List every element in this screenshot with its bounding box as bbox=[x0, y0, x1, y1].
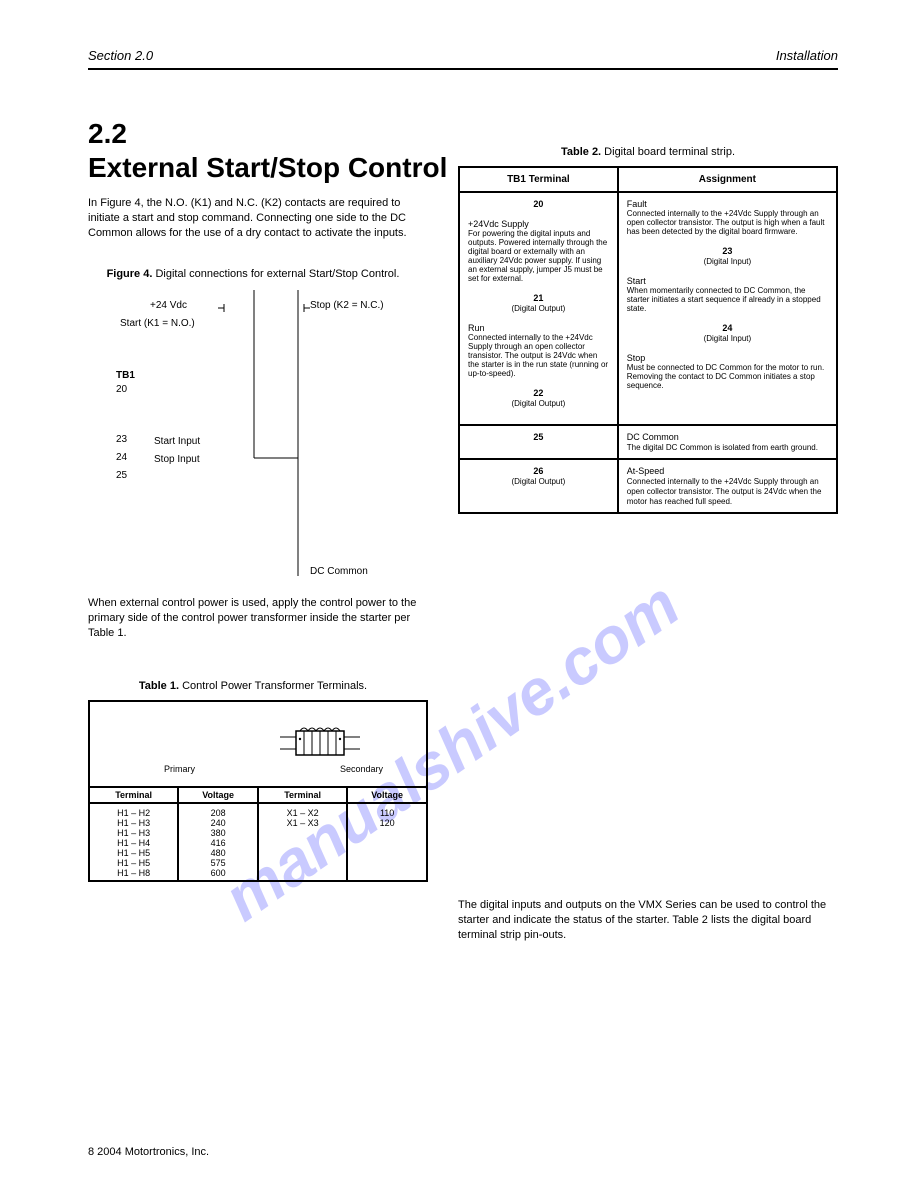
table1-caption: Table 1. Control Power Transformer Termi… bbox=[88, 680, 418, 692]
figure4-diagram bbox=[218, 290, 338, 590]
fig4-label-stop-top: Stop (K2 = N.C.) bbox=[310, 300, 384, 311]
header-right: Installation bbox=[776, 48, 838, 63]
figure4-caption: Figure 4. Digital connections for extern… bbox=[88, 268, 418, 280]
section-title: External Start/Stop Control bbox=[88, 152, 447, 184]
fig4-label-stop-in: Stop Input bbox=[154, 454, 200, 465]
table-row: 26(Digital Output) At-SpeedConnected int… bbox=[459, 459, 837, 513]
fig4-label-start-in: Start Input bbox=[154, 436, 200, 447]
fig4-label-start-top: Start (K1 = N.O.) bbox=[120, 318, 195, 329]
fig4-label-dc-common: DC Common bbox=[310, 566, 368, 577]
page-root: manualshive.com Section 2.0 Installation… bbox=[0, 0, 918, 1188]
table1: Terminal Voltage Terminal Voltage H1 – H… bbox=[88, 700, 428, 882]
table2: TB1 Terminal Assignment 20 +24Vdc Supply… bbox=[458, 166, 838, 514]
fig4-label-23: 23 bbox=[116, 434, 127, 445]
intro-paragraph: In Figure 4, the N.O. (K1) and N.C. (K2)… bbox=[88, 196, 418, 241]
fig4-label-tb1: TB1 bbox=[116, 370, 135, 381]
fig4-label-20: 20 bbox=[116, 384, 127, 395]
footer: 8 2004 Motortronics, Inc. bbox=[88, 1146, 209, 1158]
table-row: H1 – H2 H1 – H3 H1 – H3 H1 – H4 H1 – H5 … bbox=[89, 803, 427, 881]
after-fig4-paragraph: When external control power is used, app… bbox=[88, 596, 418, 641]
fig4-label-24: 24 bbox=[116, 452, 127, 463]
section-number: 2.2 bbox=[88, 118, 127, 150]
header-rule bbox=[88, 68, 838, 70]
fig4-label-25: 25 bbox=[116, 470, 127, 481]
table-row: 25 DC CommonThe digital DC Common is iso… bbox=[459, 425, 837, 459]
after-table2-paragraph: The digital inputs and outputs on the VM… bbox=[458, 898, 838, 943]
fig4-label-24vdc: +24 Vdc bbox=[150, 300, 187, 311]
table2-caption: Table 2. Digital board terminal strip. bbox=[458, 146, 838, 158]
header-left: Section 2.0 bbox=[88, 48, 153, 63]
